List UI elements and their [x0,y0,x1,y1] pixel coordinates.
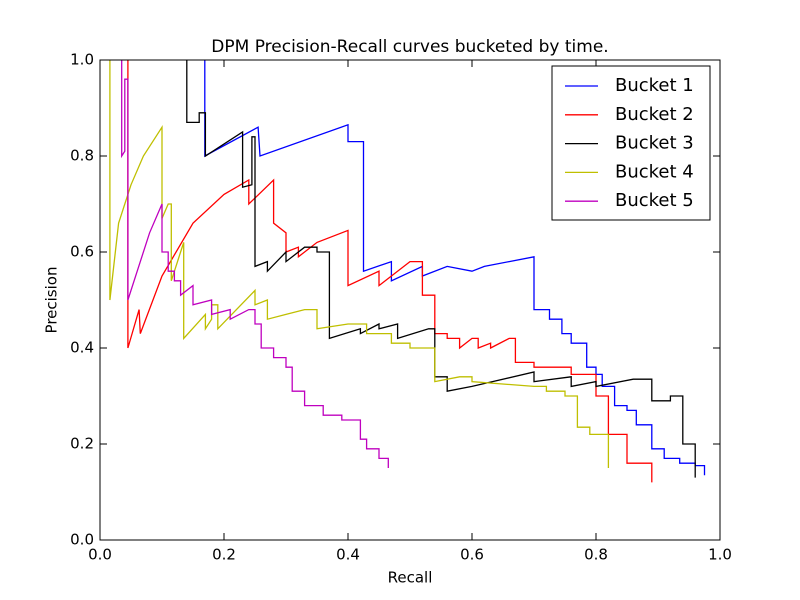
series-line [121,60,389,468]
series-line [186,60,696,478]
legend-label: Bucket 1 [615,75,694,96]
chart-title: DPM Precision-Recall curves bucketed by … [211,37,608,57]
y-axis-label: Precision [43,267,61,334]
y-tick-label: 0.8 [70,147,94,165]
series-line [109,60,610,468]
x-tick-label: 0.8 [584,546,608,564]
series-line [204,60,706,476]
y-tick-label: 0.2 [70,435,94,453]
legend-label: Bucket 2 [615,104,694,125]
plot-frame [99,59,721,541]
y-tick-label: 0.6 [70,243,94,261]
x-tick-label: 0.0 [88,546,112,564]
x-tick-label: 0.2 [212,546,236,564]
y-tick-label: 1.0 [70,51,94,69]
x-tick-label: 0.4 [336,546,360,564]
y-tick-label: 0.4 [70,339,94,357]
x-axis-label: Recall [388,569,433,587]
legend-label: Bucket 4 [615,161,694,182]
x-tick-label: 0.6 [460,546,484,564]
x-tick-label: 1.0 [708,546,732,564]
legend-label: Bucket 3 [615,133,694,154]
legend-label: Bucket 5 [615,190,694,211]
y-tick-label: 0.0 [70,531,94,549]
